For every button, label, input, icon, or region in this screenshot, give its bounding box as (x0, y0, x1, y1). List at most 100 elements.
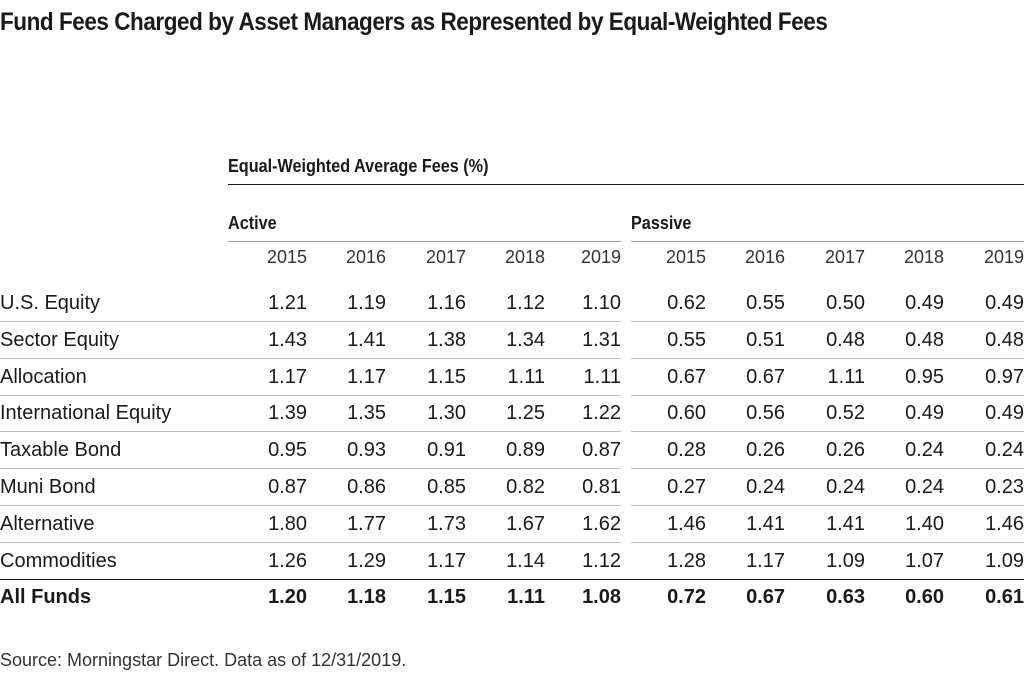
cell-passive-2016: 1.41 (746, 512, 785, 535)
row-divider-gap (621, 505, 631, 507)
table-row: Alternative 1.80 1.77 1.73 1.67 1.62 1.46 1.41 1… (0, 506, 1024, 544)
year-header-active-2017: 2017 (425, 247, 466, 267)
cell-active-2018: 0.89 (506, 439, 545, 462)
cell-passive-2018: 0.60 (905, 586, 944, 609)
cell-passive-2015: 0.55 (667, 328, 706, 351)
row-label: Allocation (0, 365, 87, 388)
cell-active-2017: 1.30 (427, 402, 466, 425)
cell-active-2018: 1.25 (506, 402, 545, 425)
cell-active-2016: 1.19 (347, 292, 386, 314)
cell-passive-2016: 0.24 (746, 476, 785, 498)
table-row: Allocation 1.17 1.17 1.15 1.11 1.11 0.67 0.67 1.… (0, 359, 1024, 397)
table-row: International Equity 1.39 1.35 1.30 1.25 1.22… (0, 395, 1024, 434)
cell-passive-2015: 0.27 (667, 476, 706, 498)
table-row: Commodities 1.26 1.29 1.17 1.14 1.12 1.28 1.17 1… (0, 543, 1024, 580)
cell-passive-2015: 0.62 (667, 292, 706, 314)
row-divider-gap (621, 357, 631, 360)
cell-passive-2017: 1.41 (826, 512, 865, 535)
cell-passive-2019: 1.46 (985, 512, 1024, 535)
row-label: Alternative (0, 512, 95, 535)
table-header: Equal-Weighted Average Fees (%) (228, 156, 489, 176)
cell-active-2017: 1.16 (427, 292, 466, 314)
cell-active-2018: 1.34 (506, 328, 545, 351)
row-divider (0, 431, 1024, 433)
table-row: Taxable Bond 0.95 0.93 0.91 0.89 0.87 0.28 0.26… (0, 432, 1024, 471)
row-label: Taxable Bond (0, 439, 122, 462)
cell-passive-2019: 0.48 (985, 328, 1024, 351)
cell-passive-2019: 0.97 (985, 365, 1024, 388)
cell-passive-2016: 1.17 (746, 549, 785, 572)
row-divider-gap (621, 468, 631, 471)
total-rule (0, 579, 1024, 580)
cell-passive-2015: 1.46 (667, 512, 706, 535)
cell-active-2017: 1.15 (427, 586, 466, 609)
cell-passive-2017: 0.50 (826, 292, 865, 314)
cell-active-2016: 1.18 (347, 586, 386, 609)
year-header-passive-2018: 2018 (903, 247, 944, 267)
cell-active-2018: 1.14 (506, 549, 545, 572)
year-header-active-2018: 2018 (504, 247, 545, 267)
chart-title: Fund Fees Charged by Asset Managers as R… (0, 8, 828, 36)
cell-active-2015: 0.87 (268, 476, 307, 498)
cell-passive-2015: 0.28 (667, 439, 706, 462)
group-rule-passive (631, 241, 1024, 242)
cell-passive-2018: 0.48 (905, 328, 944, 351)
row-label: International Equity (0, 402, 172, 425)
cell-passive-2018: 1.07 (905, 549, 944, 572)
cell-active-2017: 1.73 (427, 512, 466, 535)
cell-active-2019: 1.22 (582, 402, 621, 425)
cell-passive-2019: 0.61 (985, 586, 1024, 609)
cell-active-2016: 1.35 (347, 402, 386, 425)
cell-active-2015: 1.20 (268, 586, 307, 609)
cell-passive-2019: 0.23 (985, 476, 1024, 498)
row-label: U.S. Equity (0, 292, 101, 314)
cell-active-2015: 1.21 (268, 292, 307, 314)
cell-passive-2017: 0.48 (826, 328, 865, 351)
row-divider-gap (621, 431, 631, 434)
row-divider-gap (621, 394, 631, 397)
cell-active-2015: 1.17 (268, 365, 307, 388)
cell-active-2015: 0.95 (268, 439, 307, 462)
cell-active-2018: 1.67 (506, 512, 545, 535)
cell-active-2018: 1.11 (507, 586, 545, 609)
cell-passive-2016: 0.55 (746, 292, 785, 314)
cell-passive-2015: 1.28 (667, 549, 706, 572)
row-divider (0, 394, 1024, 396)
cell-passive-2015: 0.60 (667, 402, 706, 425)
cell-active-2017: 1.38 (427, 328, 466, 351)
cell-passive-2017: 0.24 (826, 476, 865, 498)
cell-active-2018: 0.82 (506, 476, 545, 498)
cell-passive-2018: 0.24 (905, 476, 944, 498)
cell-passive-2017: 0.26 (826, 439, 865, 462)
cell-active-2019: 1.31 (582, 328, 621, 351)
source-note: Source: Morningstar Direct. Data as of 1… (0, 650, 407, 670)
cell-active-2015: 1.80 (268, 512, 307, 535)
year-header-passive-2016: 2016 (744, 247, 785, 267)
cell-active-2016: 1.41 (347, 328, 386, 351)
row-label: Muni Bond (0, 476, 96, 498)
group-label-passive: Passive (631, 213, 692, 233)
cell-active-2019: 0.81 (582, 476, 621, 498)
cell-passive-2015: 0.67 (667, 365, 706, 388)
row-divider (0, 505, 1024, 506)
row-divider-gap (621, 541, 631, 544)
cell-active-2017: 1.17 (427, 549, 466, 572)
cell-passive-2019: 0.24 (985, 439, 1024, 462)
cell-passive-2016: 0.51 (746, 328, 785, 351)
year-header-active-2015: 2015 (266, 247, 307, 267)
table-row: U.S. Equity 1.21 1.19 1.16 1.12 1.10 0.62 0.55 0… (0, 285, 1024, 323)
year-header-passive-2019: 2019 (983, 247, 1024, 267)
cell-active-2017: 0.85 (427, 476, 466, 498)
cell-passive-2017: 0.52 (826, 402, 865, 425)
cell-passive-2019: 1.09 (985, 549, 1024, 572)
header-rule (228, 184, 1024, 185)
year-header-active-2016: 2016 (345, 247, 386, 267)
row-label: Commodities (0, 549, 117, 572)
cell-passive-2017: 0.63 (826, 586, 865, 609)
cell-active-2016: 0.93 (347, 439, 386, 462)
cell-active-2016: 1.29 (347, 549, 386, 572)
cell-passive-2015: 0.72 (667, 586, 706, 609)
group-rule-active (228, 241, 621, 242)
cell-passive-2016: 0.67 (746, 365, 785, 388)
row-divider (0, 541, 1024, 543)
